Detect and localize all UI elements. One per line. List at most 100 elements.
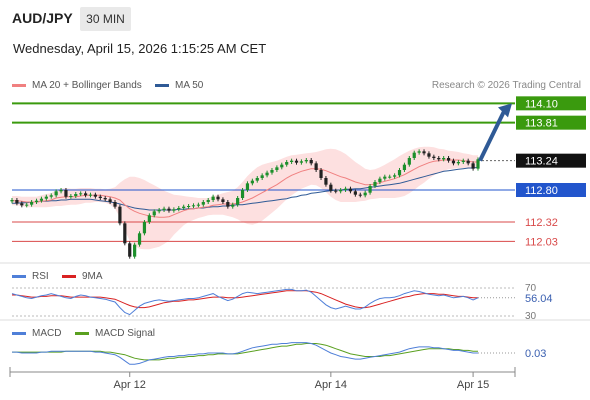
candle-body <box>373 182 377 186</box>
legend-rsi: RSI <box>12 271 49 282</box>
candle-body <box>422 151 426 154</box>
candle-body <box>476 159 480 169</box>
candle-body <box>231 204 235 207</box>
candle-body <box>147 215 151 222</box>
legend-macd-signal: MACD Signal <box>75 328 155 339</box>
candle-body <box>456 162 460 164</box>
forecast-arrow-head <box>498 103 512 118</box>
legend-ma20-label: MA 20 + Bollinger Bands <box>32 80 142 91</box>
macd-swatch <box>12 332 26 335</box>
rsi-current-box <box>521 290 557 305</box>
forecast-arrow-shaft <box>478 110 506 162</box>
candle-body <box>299 161 304 163</box>
ma50-line <box>12 166 479 211</box>
candle-body <box>353 191 357 195</box>
rsi-line <box>11 288 479 316</box>
candle-body <box>15 200 19 204</box>
candle-body <box>54 191 58 196</box>
macd-current-label: 0.03 <box>525 348 546 360</box>
candle-body <box>290 160 294 162</box>
macd-line <box>12 342 478 365</box>
candle-body <box>123 223 127 244</box>
candle-body <box>133 244 137 257</box>
candle-body <box>461 160 465 162</box>
candle-body <box>206 200 210 202</box>
support-1-label: 112.32 <box>525 217 558 229</box>
x-tick-label: Apr 12 <box>114 379 146 391</box>
legend-macd: MACD <box>12 328 61 339</box>
x-tick-label: Apr 14 <box>315 379 347 391</box>
candle-body <box>177 208 181 210</box>
candle-body <box>397 170 402 176</box>
candle-body <box>466 160 470 164</box>
candle-body <box>39 198 44 201</box>
candle-body <box>285 162 289 165</box>
rsi-level-30: 30 <box>525 311 537 322</box>
symbol-title: AUD/JPY <box>12 10 73 26</box>
candle-body <box>245 183 250 190</box>
candle-body <box>216 196 220 200</box>
support-2-label: 112.03 <box>525 236 558 248</box>
candle-body <box>226 202 230 207</box>
candle-body <box>417 151 421 153</box>
candle-body <box>118 206 122 224</box>
rsi-level-70: 70 <box>525 283 537 294</box>
candle-body <box>378 178 382 182</box>
ma20-swatch <box>12 84 26 87</box>
candle-body <box>280 164 284 168</box>
legend-9ma: 9MA <box>62 271 103 282</box>
timeframe-button[interactable]: 30 MIN <box>80 7 131 31</box>
candle-body <box>437 158 441 160</box>
candle-body <box>196 204 200 206</box>
legend-macd-label: MACD <box>32 328 62 339</box>
candle-body <box>103 198 107 200</box>
candle-body <box>314 163 318 170</box>
candle-body <box>265 172 269 176</box>
candle-body <box>162 208 166 210</box>
last-price-label: 113.24 <box>525 156 558 168</box>
candle-body <box>304 160 308 162</box>
candle-body <box>108 199 112 202</box>
candle-body <box>402 164 407 170</box>
candle-body <box>152 211 156 216</box>
legend-9ma-label: 9MA <box>82 271 103 282</box>
candle-body <box>211 196 215 200</box>
candle-body <box>20 203 24 206</box>
candle-body <box>427 153 431 157</box>
candle-body <box>186 206 191 207</box>
candle-body <box>442 158 446 160</box>
pivot-label: 112.80 <box>525 185 558 197</box>
candle-body <box>113 202 117 207</box>
macd-signal-swatch <box>75 332 89 335</box>
candle-body <box>98 196 102 198</box>
candle-body <box>49 195 53 197</box>
candle-body <box>34 200 39 202</box>
candle-body <box>343 188 348 190</box>
candle-body <box>44 196 48 199</box>
candle-body <box>260 175 264 178</box>
resistance-1-label-box <box>516 115 586 130</box>
candle-body <box>167 208 171 211</box>
candle-body <box>191 205 196 207</box>
candle-body <box>393 175 397 177</box>
candle-body <box>64 190 68 197</box>
legend-ma20: MA 20 + Bollinger Bands <box>12 80 142 91</box>
candle-body <box>142 222 147 234</box>
candle-body <box>69 196 73 197</box>
candle-body <box>240 190 245 198</box>
x-tick-label: Apr 15 <box>457 379 489 391</box>
candle-body <box>25 204 29 206</box>
candle-body <box>432 156 436 158</box>
watermark: Research © 2026 Trading Central <box>431 80 581 91</box>
legend-rsi-label: RSI <box>32 271 49 282</box>
candle-body <box>182 206 186 208</box>
ma50-swatch <box>155 84 169 87</box>
candle-body <box>407 158 411 165</box>
candle-body <box>128 243 132 257</box>
candle-body <box>358 194 362 196</box>
candle-body <box>74 194 78 196</box>
candle-body <box>471 163 475 169</box>
resistance-1-label: 113.81 <box>525 118 558 130</box>
legend-macd-signal-label: MACD Signal <box>95 328 156 339</box>
